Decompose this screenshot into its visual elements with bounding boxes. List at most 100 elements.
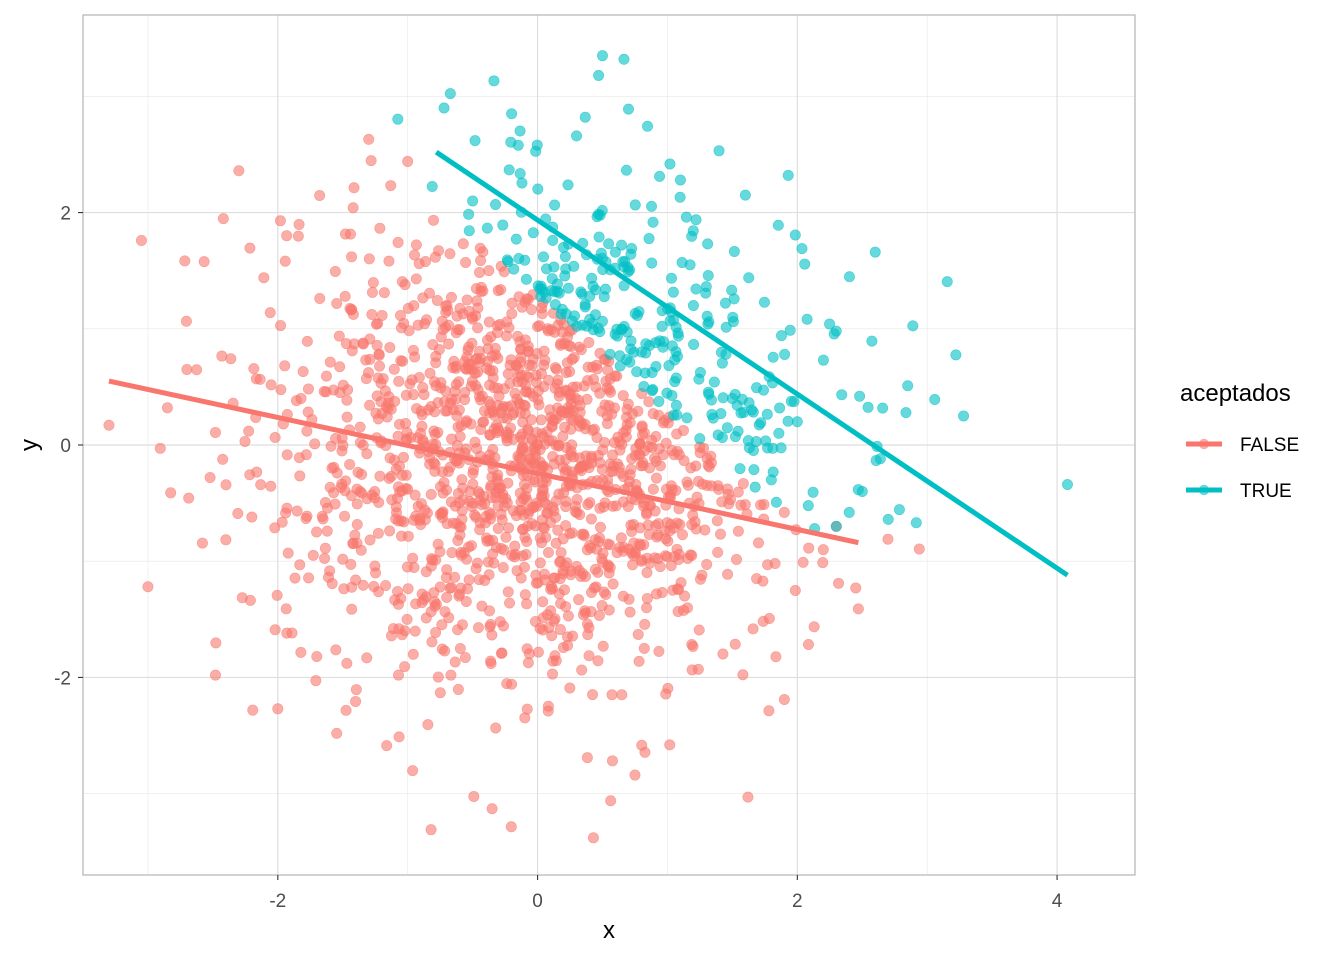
point-false <box>364 534 376 546</box>
point-false <box>371 390 383 402</box>
point-false <box>643 528 655 540</box>
point-false <box>606 689 618 701</box>
point-false <box>538 345 550 357</box>
point-false <box>364 399 376 411</box>
point-true <box>817 354 829 366</box>
point-false <box>438 476 450 488</box>
point-false <box>778 694 790 706</box>
point-false <box>437 506 449 518</box>
point-true <box>713 145 725 157</box>
point-false <box>526 304 538 316</box>
point-true <box>929 393 941 405</box>
point-false <box>196 537 208 549</box>
point-false <box>372 318 384 330</box>
point-false <box>729 638 741 650</box>
point-false <box>430 350 442 362</box>
point-false <box>217 453 229 465</box>
point-false <box>352 466 364 478</box>
point-false <box>392 669 404 681</box>
point-false <box>541 499 553 511</box>
point-true <box>520 273 532 285</box>
point-false <box>430 626 442 638</box>
point-false <box>562 610 574 622</box>
point-false <box>431 294 443 306</box>
point-true <box>900 407 912 419</box>
point-false <box>633 655 645 667</box>
point-false <box>449 571 461 583</box>
point-false <box>502 586 514 598</box>
point-false <box>627 559 639 571</box>
y-tick-label: -2 <box>54 668 71 689</box>
point-false <box>678 455 690 467</box>
point-false <box>425 488 437 500</box>
point-false <box>529 446 541 458</box>
point-false <box>325 440 337 452</box>
point-false <box>653 443 665 455</box>
point-false <box>462 359 474 371</box>
point-false <box>550 413 562 425</box>
point-false <box>466 500 478 512</box>
point-false <box>292 230 304 242</box>
x-axis-title: x <box>603 917 615 944</box>
point-true <box>646 200 658 212</box>
point-false <box>383 472 395 484</box>
point-false <box>154 442 166 454</box>
point-true <box>796 243 808 255</box>
point-false <box>297 366 309 378</box>
point-false <box>330 644 342 656</box>
point-true <box>622 103 634 115</box>
point-false <box>468 464 480 476</box>
point-false <box>625 519 637 531</box>
point-false <box>471 352 483 364</box>
point-true <box>631 366 643 378</box>
point-false <box>660 533 672 545</box>
point-true <box>624 356 636 368</box>
point-false <box>497 562 509 574</box>
point-false <box>470 563 482 575</box>
point-false <box>345 558 357 570</box>
point-true <box>749 481 761 493</box>
point-false <box>408 562 420 574</box>
point-false <box>374 360 386 372</box>
point-false <box>434 687 446 699</box>
point-true <box>719 297 731 309</box>
point-false <box>552 524 564 536</box>
point-false <box>455 420 467 432</box>
point-false <box>409 351 421 363</box>
point-false <box>482 343 494 355</box>
point-false <box>454 430 466 442</box>
point-false <box>721 483 733 495</box>
point-true <box>547 234 559 246</box>
point-false <box>341 411 353 423</box>
point-false <box>647 483 659 495</box>
point-true <box>708 376 720 388</box>
point-false <box>529 616 541 628</box>
point-true <box>702 238 714 250</box>
point-false <box>561 557 573 569</box>
point-false <box>279 255 291 267</box>
point-true <box>531 139 543 151</box>
point-false <box>179 255 191 267</box>
point-true <box>680 211 692 223</box>
point-true <box>774 402 786 414</box>
point-false <box>383 255 395 267</box>
point-false <box>408 300 420 312</box>
point-false <box>452 683 464 695</box>
point-false <box>458 547 470 559</box>
point-false <box>626 453 638 465</box>
point-false <box>430 598 442 610</box>
point-true <box>559 251 571 263</box>
point-true <box>767 466 779 478</box>
point-false <box>495 543 507 555</box>
point-false <box>573 594 585 606</box>
point-false <box>605 795 617 807</box>
point-false <box>609 402 621 414</box>
point-false <box>580 450 592 462</box>
point-true <box>715 408 727 420</box>
point-false <box>450 362 462 374</box>
point-false <box>742 791 754 803</box>
point-true <box>667 286 679 298</box>
point-false <box>418 389 430 401</box>
point-false <box>274 215 286 227</box>
point-true <box>556 303 568 315</box>
